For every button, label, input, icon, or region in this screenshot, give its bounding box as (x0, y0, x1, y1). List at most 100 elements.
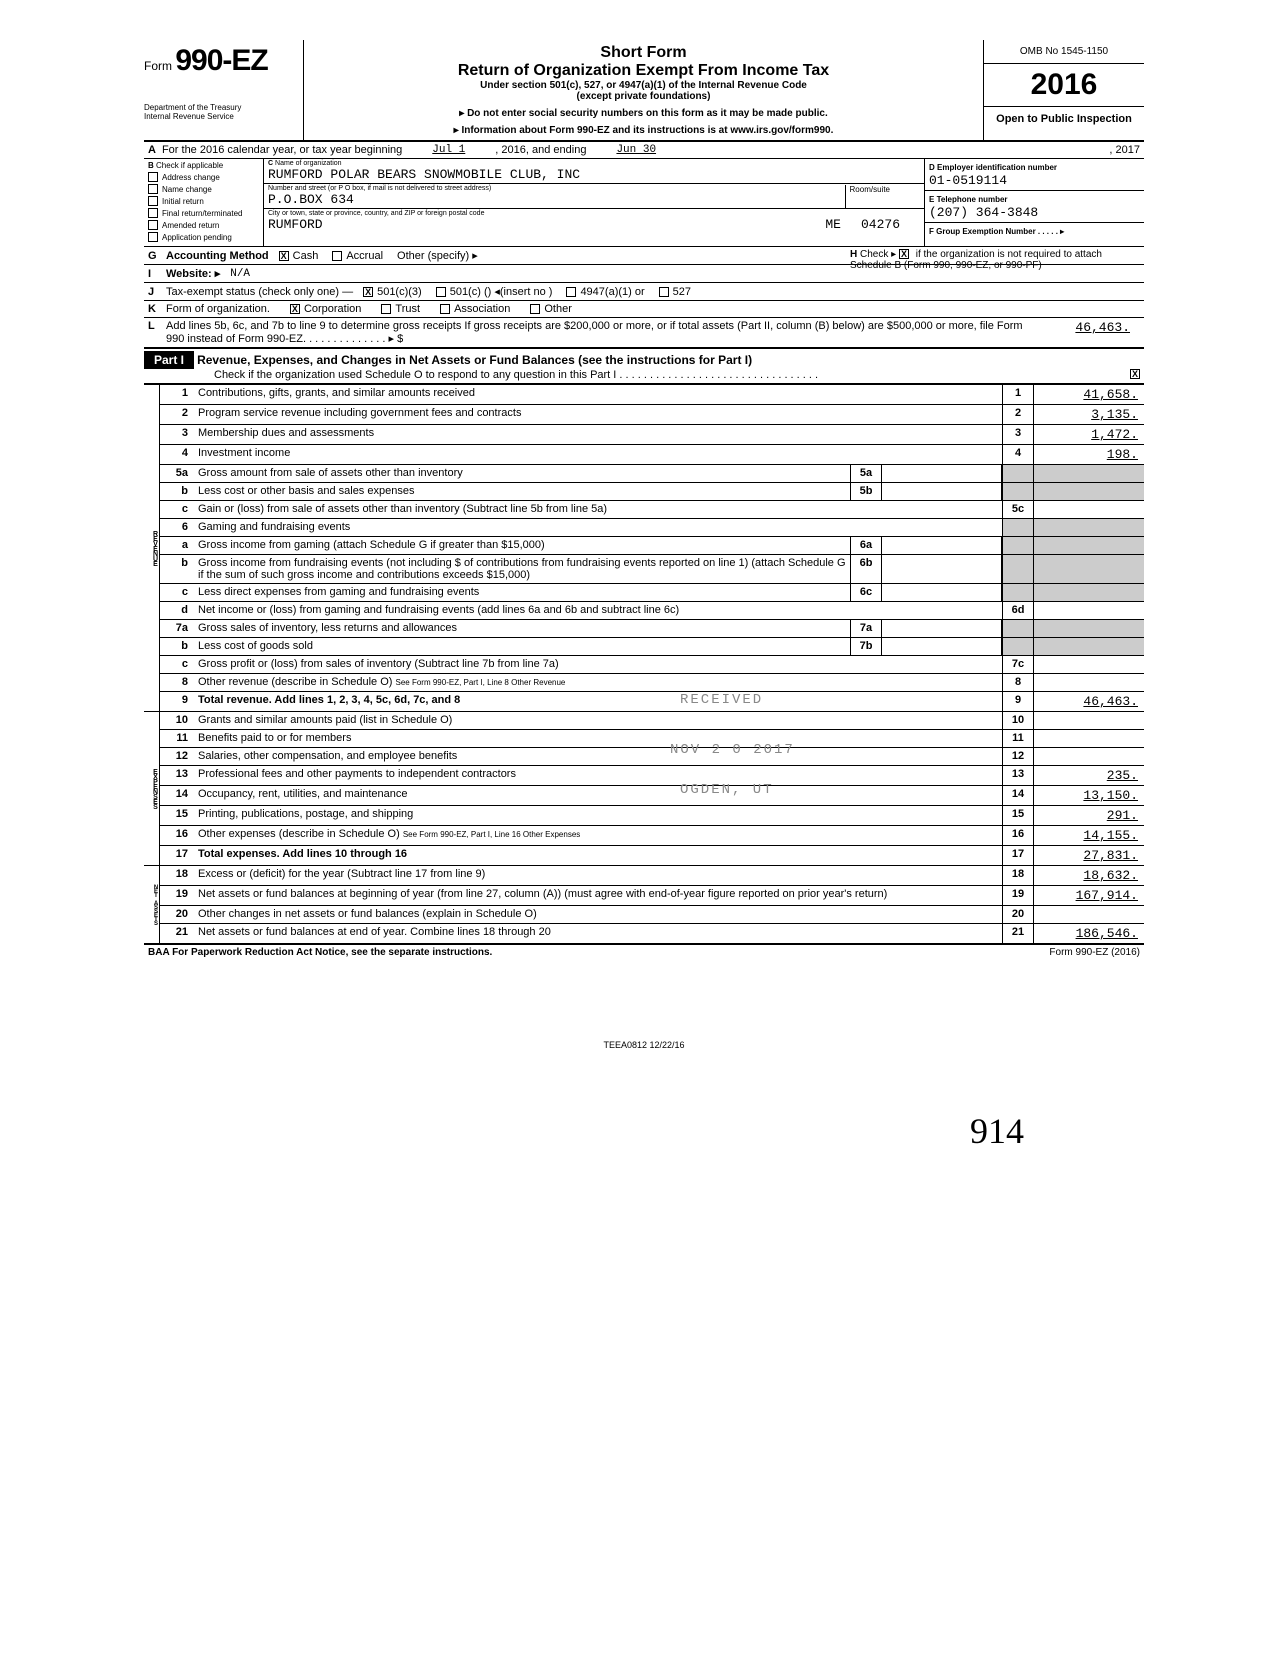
cash-checkbox[interactable] (279, 251, 289, 261)
except-private: (except private foundations) (310, 91, 977, 102)
under-section: Under section 501(c), 527, or 4947(a)(1)… (310, 80, 977, 91)
phone-value: (207) 364-3848 (929, 205, 1140, 220)
accrual-checkbox[interactable] (332, 251, 342, 261)
4947-checkbox[interactable] (566, 287, 576, 297)
entity-block: B Check if applicable Address change Nam… (144, 159, 1144, 247)
initial-return-label: Initial return (162, 197, 204, 206)
footer: BAA For Paperwork Reduction Act Notice, … (144, 945, 1144, 960)
schedule-o-checkbox[interactable] (1130, 369, 1140, 379)
letter-f: F (929, 227, 934, 236)
letter-k: K (148, 303, 166, 315)
line-16-text: Other expenses (describe in Schedule O) … (194, 826, 1002, 845)
501c-label: 501(c) ( (450, 286, 488, 298)
line-15-val: 291. (1034, 806, 1144, 825)
line-6d-num: d (160, 602, 194, 619)
corporation-checkbox[interactable] (290, 304, 300, 314)
final-return-checkbox[interactable] (148, 208, 158, 218)
header-center: Short Form Return of Organization Exempt… (304, 40, 984, 140)
amended-checkbox[interactable] (148, 220, 158, 230)
line-7a-box: 7a (850, 620, 882, 637)
line-5c-num: c (160, 501, 194, 518)
app-pending-checkbox[interactable] (148, 232, 158, 242)
letter-d: D (929, 163, 935, 172)
accrual-label: Accrual (346, 250, 383, 262)
association-checkbox[interactable] (440, 304, 450, 314)
line-5b-text: Less cost or other basis and sales expen… (194, 483, 850, 500)
line-12-text: Salaries, other compensation, and employ… (194, 748, 1002, 765)
line-4-val: 198. (1034, 445, 1144, 464)
line-6a-midval (882, 537, 1002, 554)
line-7c-text: Gross profit or (loss) from sales of inv… (194, 656, 1002, 673)
line-11-val (1034, 730, 1144, 747)
end-year: , 2017 (1109, 144, 1140, 156)
line-19-text: Net assets or fund balances at beginning… (194, 886, 1002, 905)
line-6b-box: 6b (850, 555, 882, 583)
letter-j: J (148, 286, 166, 298)
phone-label: Telephone number (937, 195, 1008, 204)
line-4-box: 4 (1002, 445, 1034, 464)
tax-year-end: Jun 30 (616, 144, 656, 156)
year-mid: , 2016, and ending (495, 144, 586, 156)
line-6b-endval (1034, 555, 1144, 583)
line-5a-endval (1034, 465, 1144, 482)
501c3-label: 501(c)(3) (377, 286, 422, 298)
revenue-section: REVENUE 1Contributions, gifts, grants, a… (144, 384, 1144, 711)
line-7a-midval (882, 620, 1002, 637)
expenses-sidebar: EXPENSES (144, 712, 160, 865)
527-checkbox[interactable] (659, 287, 669, 297)
teea-code: TEEA0812 12/22/16 (144, 1040, 1144, 1050)
501c-insert: ) ◂(insert no ) (488, 285, 553, 298)
line-3-val: 1,472. (1034, 425, 1144, 444)
check-h-text: Check ▸ (860, 249, 896, 260)
handwritten-914: 914 (144, 1110, 1144, 1152)
initial-return-checkbox[interactable] (148, 196, 158, 206)
letter-b: B (148, 161, 154, 170)
527-label: 527 (673, 286, 691, 298)
line-7c-val (1034, 656, 1144, 673)
schedule-b-checkbox[interactable] (899, 249, 909, 259)
line-15-text: Printing, publications, postage, and shi… (194, 806, 1002, 825)
name-change-checkbox[interactable] (148, 184, 158, 194)
line-5b-endbox (1002, 483, 1034, 500)
letter-c: C (268, 160, 273, 167)
line-13-text: Professional fees and other payments to … (194, 766, 1002, 785)
line-8-val (1034, 674, 1144, 691)
line-2-text: Program service revenue including govern… (194, 405, 1002, 424)
corporation-label: Corporation (304, 303, 361, 315)
trust-checkbox[interactable] (381, 304, 391, 314)
room-suite-label: Room/suite (845, 185, 920, 209)
501c-checkbox[interactable] (436, 287, 446, 297)
line-7b-text: Less cost of goods sold (194, 638, 850, 655)
line-10-val (1034, 712, 1144, 729)
line-6c-box: 6c (850, 584, 882, 601)
line-5a-midval (882, 465, 1002, 482)
line-9-text: Total revenue. Add lines 1, 2, 3, 4, 5c,… (194, 692, 1002, 711)
line-7c-num: c (160, 656, 194, 673)
other-specify-label: Other (specify) ▸ (397, 249, 478, 262)
row-l-gross-receipts: L Add lines 5b, 6c, and 7b to line 9 to … (144, 318, 1144, 348)
line-6b-text: Gross income from fundraising events (no… (194, 555, 850, 583)
line-3-box: 3 (1002, 425, 1034, 444)
line-3-text: Membership dues and assessments (194, 425, 1002, 444)
line-4-num: 4 (160, 445, 194, 464)
line-15-num: 15 (160, 806, 194, 825)
line-6-num: 6 (160, 519, 194, 536)
check-if-applicable: B Check if applicable Address change Nam… (144, 159, 264, 246)
line-6a-endbox (1002, 537, 1034, 554)
address-change-checkbox[interactable] (148, 172, 158, 182)
line-7a-endval (1034, 620, 1144, 637)
line-13-box: 13 (1002, 766, 1034, 785)
line-6c-endbox (1002, 584, 1034, 601)
line-21-val: 186,546. (1034, 924, 1144, 943)
dept-treasury: Department of the Treasury Internal Reve… (144, 104, 297, 122)
501c3-checkbox[interactable] (363, 287, 373, 297)
line-9-val: 46,463. (1034, 692, 1144, 711)
line-6a-endval (1034, 537, 1144, 554)
other-org-checkbox[interactable] (530, 304, 540, 314)
line-6c-endval (1034, 584, 1144, 601)
city-label: City or town, state or province, country… (268, 210, 920, 217)
name-org-label: Name of organization (275, 160, 342, 167)
header-right: OMB No 1545-1150 2016 Open to Public Ins… (984, 40, 1144, 140)
letter-l: L (148, 320, 166, 332)
line-17-text: Total expenses. Add lines 10 through 16 (194, 846, 1002, 865)
